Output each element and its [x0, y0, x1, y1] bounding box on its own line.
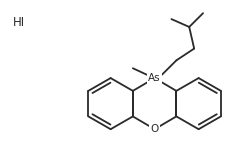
Text: As: As — [148, 73, 161, 83]
Text: HI: HI — [13, 16, 25, 29]
Text: O: O — [150, 124, 159, 134]
